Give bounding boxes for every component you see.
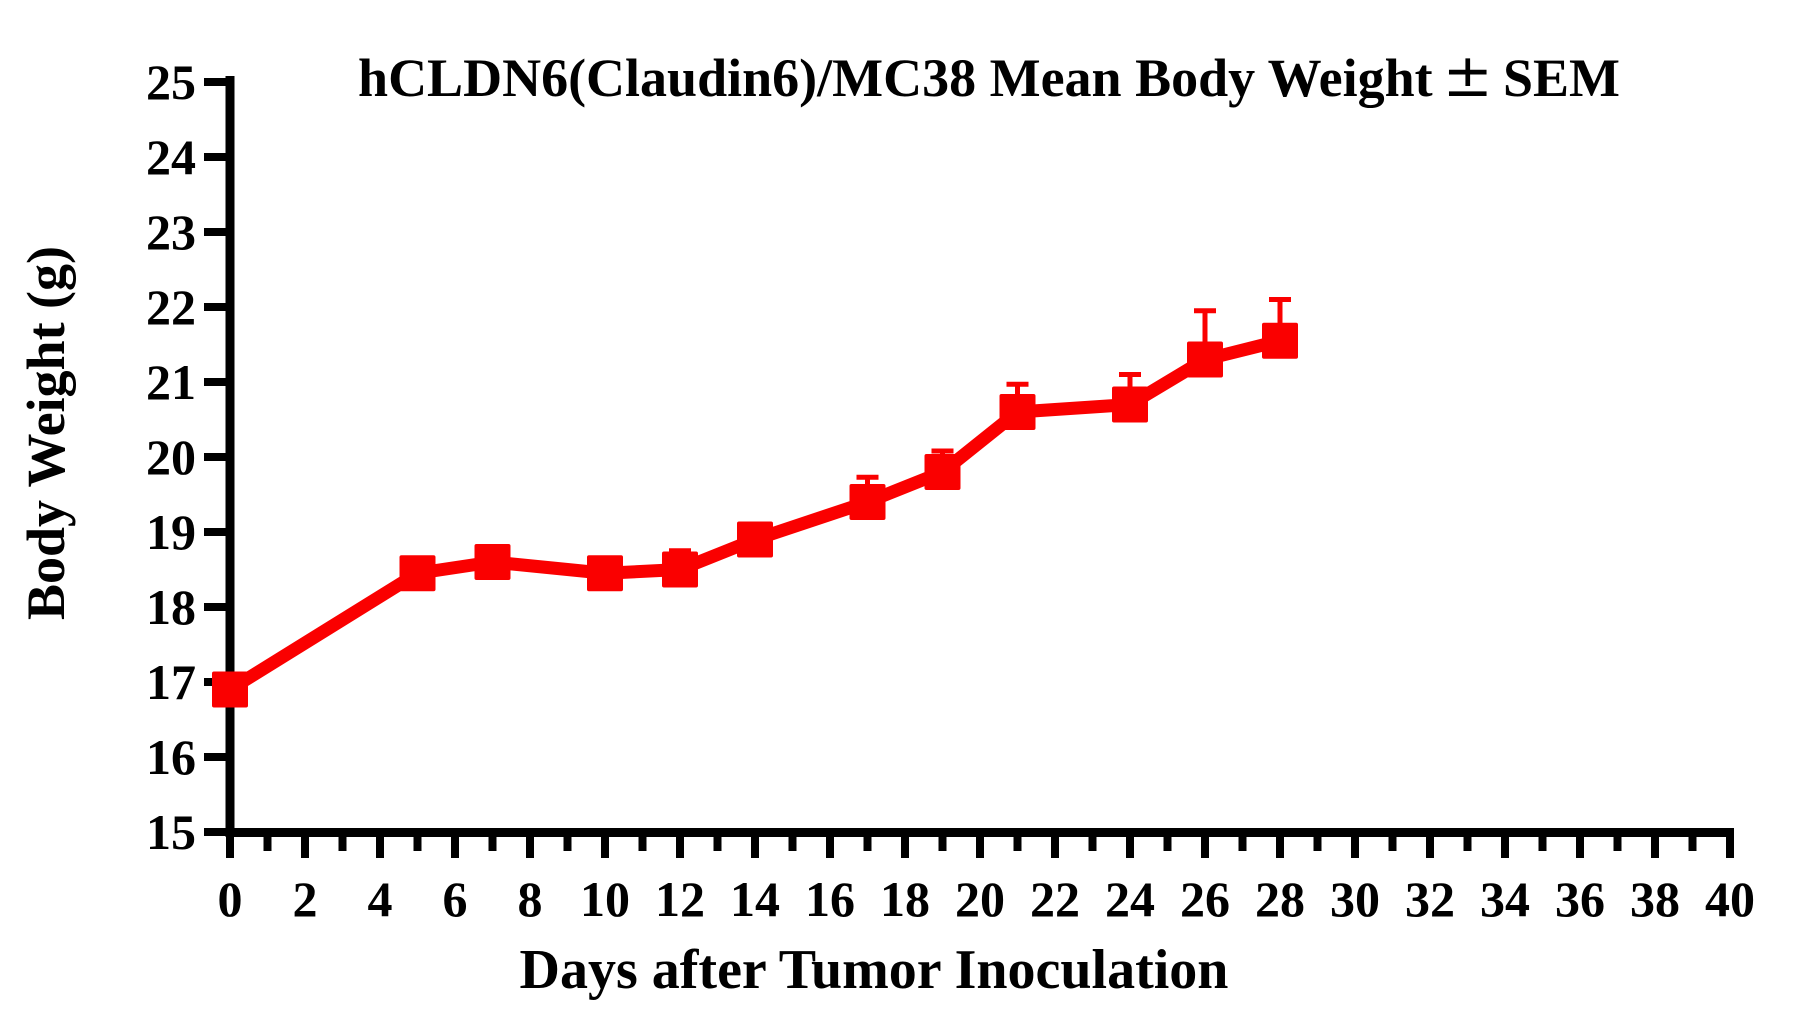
x-axis-tick-label: 10 bbox=[580, 871, 630, 927]
x-axis-tick-label: 6 bbox=[443, 871, 468, 927]
y-axis-tick-label: 20 bbox=[146, 429, 196, 485]
x-axis-tick-label: 28 bbox=[1255, 871, 1305, 927]
x-axis-tick-label: 20 bbox=[955, 871, 1005, 927]
y-axis-tick-label: 23 bbox=[146, 204, 196, 260]
x-axis-tick-label: 30 bbox=[1330, 871, 1380, 927]
x-axis-tick-label: 18 bbox=[880, 871, 930, 927]
chart-title: hCLDN6(Claudin6)/MC38 Mean Body Weight ± S… bbox=[184, 46, 1794, 106]
data-point-marker bbox=[587, 555, 623, 592]
x-axis-title: Days after Tumor Inoculation bbox=[519, 939, 1229, 1001]
x-axis-tick-label: 12 bbox=[655, 871, 705, 927]
data-point-marker bbox=[849, 484, 886, 520]
x-axis-tick-label: 24 bbox=[1105, 871, 1155, 927]
y-axis-tick-label: 17 bbox=[146, 654, 196, 710]
y-axis-tick-label: 21 bbox=[146, 354, 196, 410]
y-axis-tick-label: 18 bbox=[146, 579, 196, 635]
y-axis-tick-label: 24 bbox=[146, 129, 196, 185]
y-axis-tick-label: 16 bbox=[146, 729, 196, 785]
data-point-marker bbox=[999, 394, 1036, 430]
y-axis-tick-label: 25 bbox=[146, 54, 196, 110]
plus-minus-symbol: ± bbox=[1442, 41, 1493, 111]
data-point-marker bbox=[1262, 322, 1298, 359]
x-axis-tick-label: 40 bbox=[1705, 871, 1755, 927]
data-point-marker bbox=[399, 555, 436, 592]
x-axis-tick-label: 4 bbox=[368, 871, 393, 927]
data-point-marker bbox=[1187, 341, 1223, 378]
x-axis-tick-label: 0 bbox=[218, 871, 243, 927]
x-axis-tick-label: 26 bbox=[1180, 871, 1230, 927]
x-axis-tick-label: 32 bbox=[1405, 871, 1455, 927]
data-point-marker bbox=[212, 671, 248, 708]
data-point-marker bbox=[924, 454, 961, 490]
y-axis-tick-label: 19 bbox=[146, 504, 196, 560]
y-axis-tick-label: 22 bbox=[146, 279, 196, 335]
x-axis-tick-label: 22 bbox=[1030, 871, 1080, 927]
data-point-marker bbox=[1112, 386, 1148, 423]
x-axis-tick-label: 2 bbox=[293, 871, 318, 927]
x-axis-tick-label: 14 bbox=[730, 871, 780, 927]
data-point-marker bbox=[662, 551, 698, 588]
data-point-marker bbox=[737, 521, 773, 558]
chart-title-suffix: SEM bbox=[1502, 48, 1620, 108]
x-axis-tick-label: 16 bbox=[805, 871, 855, 927]
y-axis-tick-label: 15 bbox=[146, 804, 196, 860]
chart-title-main: hCLDN6(Claudin6)/MC38 Mean Body Weight bbox=[358, 48, 1433, 108]
x-axis-tick-label: 8 bbox=[518, 871, 543, 927]
x-axis-tick-label: 36 bbox=[1555, 871, 1605, 927]
x-axis-tick-label: 34 bbox=[1480, 871, 1530, 927]
data-point-marker bbox=[474, 544, 511, 580]
x-axis-tick-label: 38 bbox=[1630, 871, 1680, 927]
